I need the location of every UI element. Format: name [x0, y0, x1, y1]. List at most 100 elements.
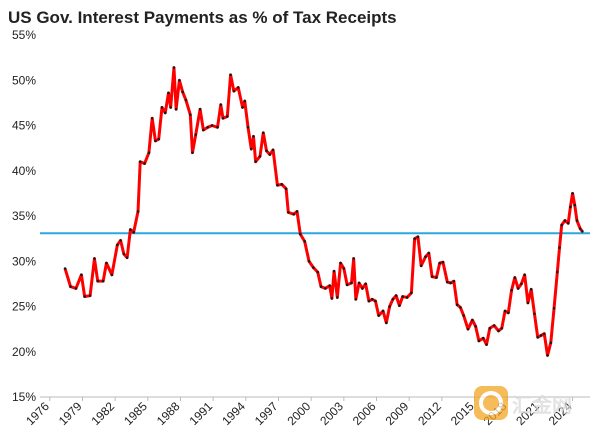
x-tick-label: 1991: [187, 399, 216, 428]
data-point: [374, 299, 377, 303]
data-point: [232, 89, 236, 93]
data-point: [265, 149, 268, 153]
data-point: [122, 252, 126, 256]
data-point: [416, 235, 420, 239]
data-point: [446, 280, 449, 284]
data-point: [312, 266, 315, 269]
data-point: [292, 212, 296, 216]
data-point: [435, 276, 438, 279]
data-point: [581, 230, 584, 233]
data-point: [563, 219, 567, 222]
data-point: [523, 273, 526, 277]
data-point: [352, 257, 355, 260]
watermark-text: 汇金网: [512, 393, 572, 417]
data-point: [319, 285, 323, 288]
data-point: [249, 147, 253, 151]
watermark-icon-ring: [479, 391, 503, 415]
data-point: [316, 270, 320, 274]
data-point: [481, 336, 485, 340]
data-point: [410, 291, 413, 295]
data-point: [556, 270, 559, 274]
data-point: [497, 329, 500, 333]
data-point: [324, 287, 327, 290]
x-tick-label: 1997: [252, 399, 281, 428]
data-point: [539, 334, 543, 337]
data-point: [513, 276, 517, 279]
data-point: [276, 183, 279, 187]
data-point: [536, 335, 540, 339]
data-point: [388, 305, 391, 308]
data-point: [520, 282, 523, 286]
data-point: [252, 135, 255, 138]
x-tick-label: 2000: [285, 399, 314, 428]
data-point: [377, 314, 381, 317]
data-point: [459, 306, 462, 309]
data-point: [552, 307, 556, 310]
data-point: [516, 287, 520, 290]
data-point: [181, 90, 184, 94]
data-point: [236, 86, 240, 89]
data-point: [578, 227, 582, 230]
data-point: [573, 203, 577, 207]
data-point: [261, 131, 265, 135]
data-point: [226, 115, 229, 118]
data-point: [542, 332, 546, 335]
y-tick-label: 40%: [12, 164, 36, 178]
x-tick-label: 1988: [154, 399, 183, 428]
data-point: [575, 219, 579, 222]
y-tick-label: 50%: [12, 73, 36, 87]
data-point: [219, 103, 223, 106]
data-point: [210, 124, 214, 127]
data-point: [136, 210, 140, 213]
data-point: [191, 151, 194, 154]
data-point: [93, 257, 96, 260]
data-point: [571, 192, 574, 195]
data-point: [119, 239, 122, 242]
data-point: [398, 304, 401, 307]
data-point: [243, 99, 247, 103]
data-point: [350, 281, 353, 285]
data-point: [485, 343, 488, 346]
data-point: [357, 281, 361, 285]
data-point: [221, 116, 225, 120]
data-point: [474, 325, 477, 328]
data-point: [303, 240, 306, 243]
data-point: [569, 205, 572, 209]
data-point: [69, 285, 72, 288]
data-point: [184, 98, 188, 102]
data-point: [150, 116, 154, 120]
data-point: [280, 183, 284, 186]
data-point: [271, 148, 275, 152]
x-tick-label: 2012: [415, 399, 444, 428]
data-point: [455, 303, 459, 306]
watermark-icon: [474, 386, 508, 420]
data-point: [367, 299, 371, 303]
chart-title: US Gov. Interest Payments as % of Tax Re…: [8, 8, 397, 27]
data-point: [147, 151, 151, 154]
data-point: [307, 259, 311, 263]
data-point: [558, 246, 561, 249]
data-point: [336, 296, 339, 299]
data-point: [125, 256, 129, 259]
data-point: [354, 297, 358, 301]
watermark: 汇金网: [474, 386, 572, 420]
y-tick-label: 20%: [12, 345, 36, 359]
data-point: [430, 275, 434, 278]
data-point: [216, 126, 219, 129]
data-point: [339, 261, 342, 265]
data-point: [174, 107, 178, 111]
data-point: [172, 66, 176, 69]
data-point: [229, 73, 232, 77]
data-point: [132, 230, 135, 234]
data-point: [160, 106, 164, 109]
data-point: [381, 309, 385, 313]
data-point: [194, 133, 198, 136]
y-tick-label: 35%: [12, 209, 36, 223]
data-point: [405, 296, 409, 299]
x-tick-label: 1982: [88, 399, 117, 428]
data-point: [361, 287, 364, 290]
y-tick-label: 25%: [12, 300, 36, 314]
data-point: [295, 210, 299, 213]
data-point: [401, 295, 404, 298]
x-tick-label: 2006: [350, 399, 379, 428]
